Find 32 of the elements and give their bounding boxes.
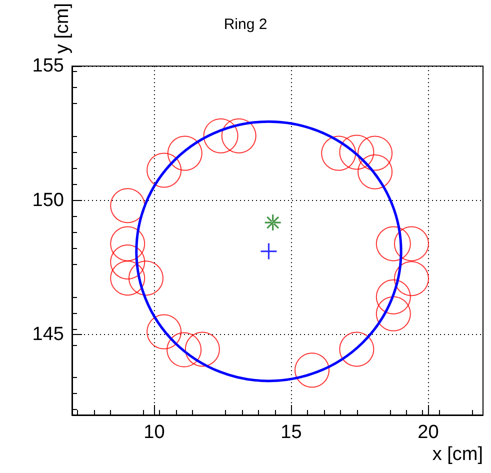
x-tick-label: 20 <box>418 422 439 443</box>
chart-title: Ring 2 <box>224 16 268 33</box>
x-tick-label: 15 <box>280 422 302 443</box>
point <box>203 118 238 154</box>
y-axis-title: y [cm] <box>52 3 73 54</box>
x-axis-title: x [cm] <box>432 444 483 465</box>
point <box>339 134 374 170</box>
point <box>110 260 146 296</box>
point <box>294 352 330 388</box>
point <box>339 332 374 367</box>
point <box>221 118 256 154</box>
point <box>376 226 411 262</box>
x-tick-label: 10 <box>144 422 165 443</box>
y-tick-label: 145 <box>32 324 64 345</box>
point <box>358 154 393 190</box>
point <box>166 332 202 368</box>
point <box>394 226 429 262</box>
point <box>128 260 164 296</box>
point <box>146 314 182 350</box>
point <box>376 279 411 314</box>
point <box>110 226 146 262</box>
point <box>358 136 393 171</box>
point <box>167 136 202 171</box>
point <box>376 296 411 332</box>
point <box>184 332 220 367</box>
point <box>394 261 429 296</box>
point <box>264 214 281 231</box>
point <box>110 244 146 280</box>
y-tick-label: 150 <box>32 190 64 211</box>
y-tick-label: 155 <box>32 56 64 77</box>
point <box>146 152 182 188</box>
point <box>321 136 356 171</box>
